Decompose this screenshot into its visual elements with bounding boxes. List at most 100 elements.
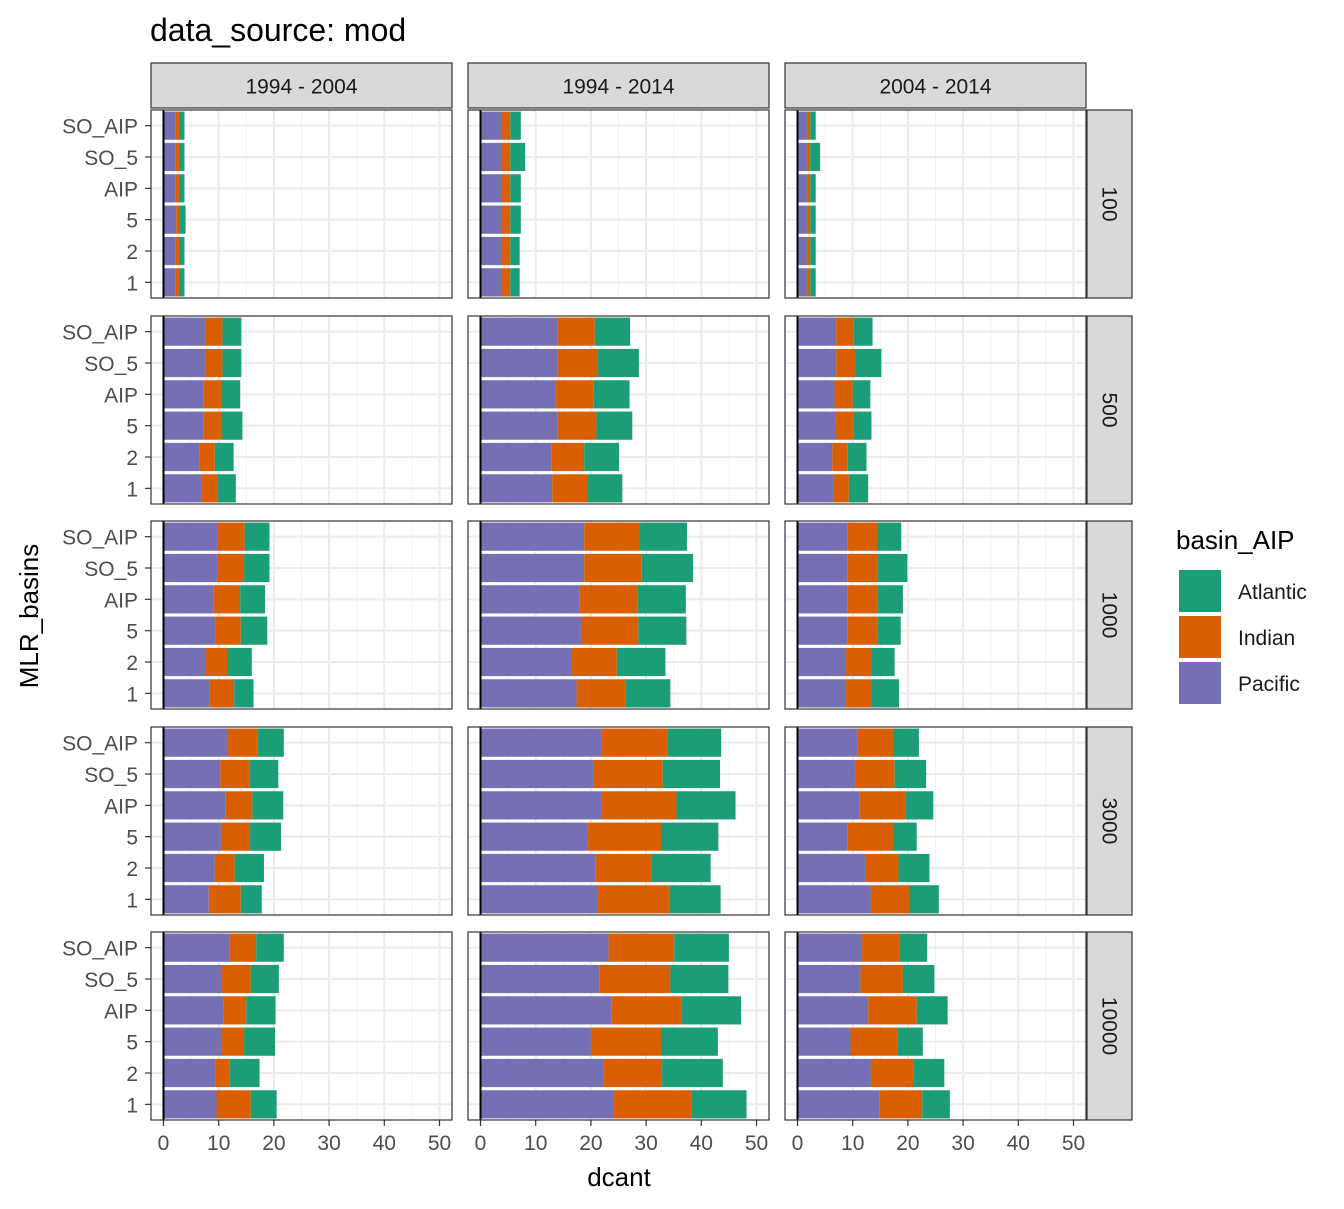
bar-segment-atlantic xyxy=(853,411,872,440)
y-tick-label: 5 xyxy=(126,1032,138,1055)
y-tick-label: SO_AIP xyxy=(62,733,138,756)
bar-segment-indian xyxy=(580,616,639,645)
bar-segment-atlantic xyxy=(584,442,620,472)
bar-segment-pacific xyxy=(163,822,221,851)
bar-segment-indian xyxy=(204,348,223,378)
bar-segment-indian xyxy=(847,822,893,851)
facet-panels: 1994 - 2004 1994 - 2014 2004 - 20141005001… xyxy=(62,62,1133,1155)
bar-segment-atlantic xyxy=(922,1090,950,1119)
bar-segment-indian xyxy=(835,411,854,440)
bar-segment-atlantic xyxy=(638,616,687,645)
bar-segment-atlantic xyxy=(916,996,948,1025)
panel-border xyxy=(784,315,1087,505)
x-tick-label: 10 xyxy=(524,1132,547,1155)
bar-segment-indian xyxy=(601,791,677,820)
bar-segment-indian xyxy=(599,964,671,994)
bar-segment-atlantic xyxy=(853,317,873,346)
bar-segment-pacific xyxy=(797,111,807,140)
panel-border xyxy=(150,726,453,916)
bar-segment-atlantic xyxy=(913,1058,945,1088)
bar-segment-pacific xyxy=(797,964,861,994)
bar-segment-indian xyxy=(501,268,511,297)
bar-segment-pacific xyxy=(480,759,594,789)
bar-segment-atlantic xyxy=(670,964,729,994)
bar-segment-indian xyxy=(551,442,585,472)
bar-segment-atlantic xyxy=(892,728,919,757)
x-tick-label: 30 xyxy=(317,1132,340,1155)
bar-segment-indian xyxy=(203,411,222,440)
bar-segment-indian xyxy=(865,853,899,883)
bar-segment-pacific xyxy=(480,522,585,551)
x-tick-label: 40 xyxy=(1007,1132,1030,1155)
bar-segment-indian xyxy=(501,205,511,234)
bar-segment-pacific xyxy=(163,791,226,820)
row-strip xyxy=(1086,520,1133,710)
bar-segment-pacific xyxy=(480,1027,591,1056)
bar-segment-pacific xyxy=(163,1090,217,1119)
bar-segment-pacific xyxy=(480,616,581,645)
bar-segment-pacific xyxy=(163,411,204,440)
bar-segment-pacific xyxy=(163,553,218,583)
bar-segment-indian xyxy=(557,317,595,346)
facet-panel: 1 2 5 AIP SO_5 SO_AIP xyxy=(62,315,453,505)
bar-segment-pacific xyxy=(797,996,869,1025)
bar-segment-atlantic xyxy=(250,1090,277,1119)
bar-segment-pacific xyxy=(797,268,807,297)
bar-segment-atlantic xyxy=(899,933,928,962)
bar-segment-atlantic xyxy=(510,174,521,203)
panel-border xyxy=(784,726,1087,916)
bar-segment-pacific xyxy=(797,522,848,551)
bar-segment-pacific xyxy=(163,142,176,172)
bar-segment-atlantic xyxy=(222,317,242,346)
bar-segment-indian xyxy=(229,933,257,962)
bar-segment-atlantic xyxy=(178,111,185,140)
bar-segment-atlantic xyxy=(178,174,185,203)
bar-segment-atlantic xyxy=(691,1090,747,1119)
bar-segment-indian xyxy=(855,759,895,789)
bar-segment-atlantic xyxy=(246,996,276,1025)
bar-segment-pacific xyxy=(163,853,215,883)
bar-segment-pacific xyxy=(797,236,807,266)
bar-segment-atlantic xyxy=(661,1027,718,1056)
bar-segment-atlantic xyxy=(909,885,939,914)
panel-border xyxy=(467,726,770,916)
bar-segment-pacific xyxy=(480,1058,604,1088)
bar-segment-pacific xyxy=(480,853,596,883)
y-tick-label: 1 xyxy=(126,1094,138,1117)
bar-segment-atlantic xyxy=(229,1058,260,1088)
bar-segment-indian xyxy=(595,853,652,883)
bar-segment-indian xyxy=(571,647,617,677)
y-tick-label: SO_AIP xyxy=(62,116,138,139)
bar-segment-indian xyxy=(860,964,903,994)
bar-segment-atlantic xyxy=(640,522,687,551)
bar-segment-atlantic xyxy=(250,964,279,994)
bar-segment-atlantic xyxy=(810,142,821,172)
bar-segment-atlantic xyxy=(222,348,242,378)
bar-segment-pacific xyxy=(480,585,580,614)
bar-segment-atlantic xyxy=(855,348,882,378)
legend-label: Atlantic xyxy=(1238,581,1307,604)
bar-segment-indian xyxy=(201,474,218,503)
bar-segment-indian xyxy=(836,348,856,378)
y-tick-label: 2 xyxy=(126,1063,138,1086)
bar-segment-indian xyxy=(598,885,670,914)
bar-segment-indian xyxy=(501,236,511,266)
bar-segment-pacific xyxy=(797,1090,880,1119)
bar-segment-indian xyxy=(587,822,662,851)
y-tick-label: 2 xyxy=(126,241,138,264)
bar-segment-pacific xyxy=(797,348,837,378)
bar-segment-atlantic xyxy=(892,822,917,851)
bar-segment-indian xyxy=(806,142,811,172)
bar-segment-indian xyxy=(552,474,588,503)
bar-segment-pacific xyxy=(480,442,552,472)
bar-segment-atlantic xyxy=(256,933,284,962)
bar-segment-indian xyxy=(579,585,638,614)
bar-segment-atlantic xyxy=(651,853,711,883)
bar-segment-atlantic xyxy=(810,268,816,297)
bar-segment-pacific xyxy=(797,474,834,503)
bar-segment-pacific xyxy=(163,474,202,503)
bar-segment-atlantic xyxy=(234,679,254,708)
bar-segment-atlantic xyxy=(240,616,268,645)
bar-segment-pacific xyxy=(163,759,221,789)
bar-segment-atlantic xyxy=(594,317,631,346)
